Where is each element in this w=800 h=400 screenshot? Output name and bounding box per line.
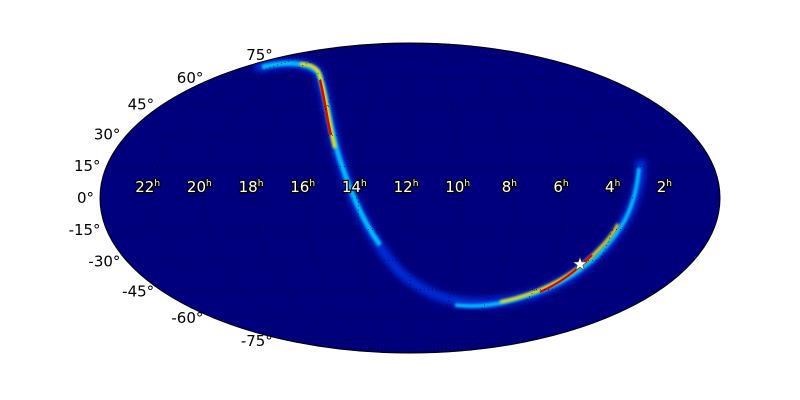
ra-gridline [358, 43, 411, 353]
ra-labels: 22h 20h 18h 16h 14h 12h 10h 8h 6h 4h 2h [134, 177, 673, 198]
ra-label: 2h [657, 178, 672, 196]
probability-band [100, 43, 720, 353]
ra-label: 22h [135, 178, 160, 196]
dec-label: 0° [77, 189, 94, 207]
ra-label: 6h [553, 178, 568, 196]
ra-label: 20h [187, 178, 212, 196]
ra-label: 8h [502, 178, 517, 196]
ra-gridline [306, 43, 411, 353]
dec-label: 75° [246, 46, 273, 64]
dec-label: 15° [74, 157, 101, 175]
ra-gridline [409, 43, 514, 353]
ra-label: 16h [290, 178, 315, 196]
ra-gridline [409, 43, 617, 353]
ra-gridline [409, 43, 462, 353]
ra-label: 10h [445, 178, 470, 196]
dec-label: -45° [122, 282, 154, 300]
dec-label: -60° [171, 309, 203, 327]
dec-label: 45° [128, 96, 155, 114]
ra-gridline [151, 43, 411, 353]
dec-labels: 75° 60° 45° 30° 15° 0° -15° -30°-45° -60° -75° [69, 46, 273, 350]
ra-label: 4h [605, 178, 620, 196]
dec-label: 60° [177, 69, 204, 87]
dec-label: -15° [69, 221, 101, 239]
dec-label: -30° [88, 253, 120, 271]
ra-label: 14h [342, 178, 367, 196]
star-icon [572, 256, 588, 272]
graticule [100, 43, 720, 353]
sky-outline [99, 42, 721, 354]
ra-gridline [203, 43, 411, 353]
ra-label: 12h [394, 178, 419, 196]
ra-label: 18h [239, 178, 264, 196]
ra-gridline [409, 43, 669, 353]
dec-label: 30° [94, 125, 121, 143]
dec-label: -75° [241, 332, 273, 350]
